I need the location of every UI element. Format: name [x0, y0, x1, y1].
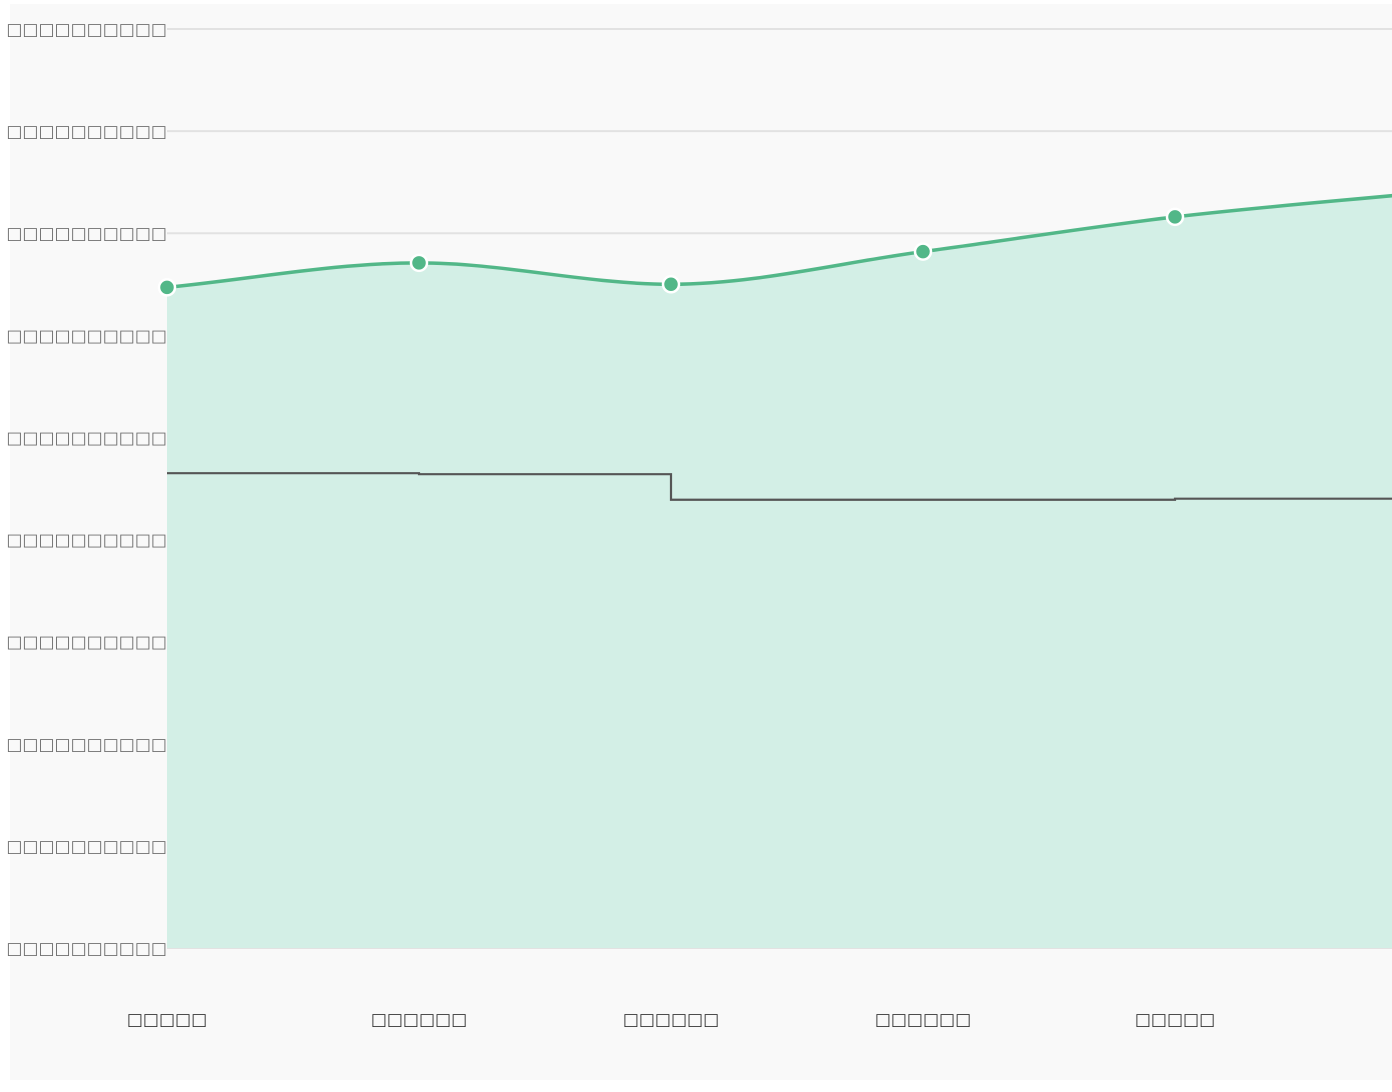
- y-tick-label: □□□□□□□□□□: [6, 633, 167, 653]
- x-tick-label: □□□□□: [1135, 1010, 1215, 1030]
- area-fill: [167, 195, 1392, 948]
- y-tick-label: □□□□□□□□□□: [6, 735, 167, 755]
- y-tick-label: □□□□□□□□□□: [6, 939, 167, 959]
- data-point[interactable]: [913, 242, 933, 261]
- y-tick-label: □□□□□□□□□□: [6, 224, 167, 244]
- y-tick-label: □□□□□□□□□□: [6, 837, 167, 857]
- y-axis-tick-labels: □□□□□□□□□□ □□□□□□□□□□ □□□□□□□□□□ □□□□□□□□□□…: [6, 20, 167, 959]
- y-tick-label: □□□□□□□□□□: [6, 326, 167, 346]
- y-tick-label: □□□□□□□□□□: [6, 20, 167, 40]
- y-tick-label: □□□□□□□□□□: [6, 122, 167, 142]
- data-point[interactable]: [157, 278, 177, 297]
- y-tick-label: □□□□□□□□□□: [6, 531, 167, 551]
- data-point[interactable]: [661, 275, 681, 294]
- data-point[interactable]: [409, 253, 429, 273]
- series-lines: [166, 193, 1392, 501]
- area-fill-layer: [167, 195, 1392, 948]
- data-points: [157, 207, 1185, 297]
- x-axis-tick-labels: □□□□□□□□□□□□□□□□□□□□□□□□□□□□□: [127, 1010, 1215, 1030]
- data-point[interactable]: [1165, 207, 1185, 227]
- x-tick-label: □□□□□□: [875, 1010, 971, 1030]
- x-tick-label: □□□□□: [127, 1010, 207, 1030]
- x-tick-label: □□□□□□: [623, 1010, 719, 1030]
- series-line: [166, 193, 1392, 290]
- x-tick-label: □□□□□□: [371, 1010, 467, 1030]
- y-tick-label: □□□□□□□□□□: [6, 428, 167, 448]
- step-line: [167, 472, 1392, 501]
